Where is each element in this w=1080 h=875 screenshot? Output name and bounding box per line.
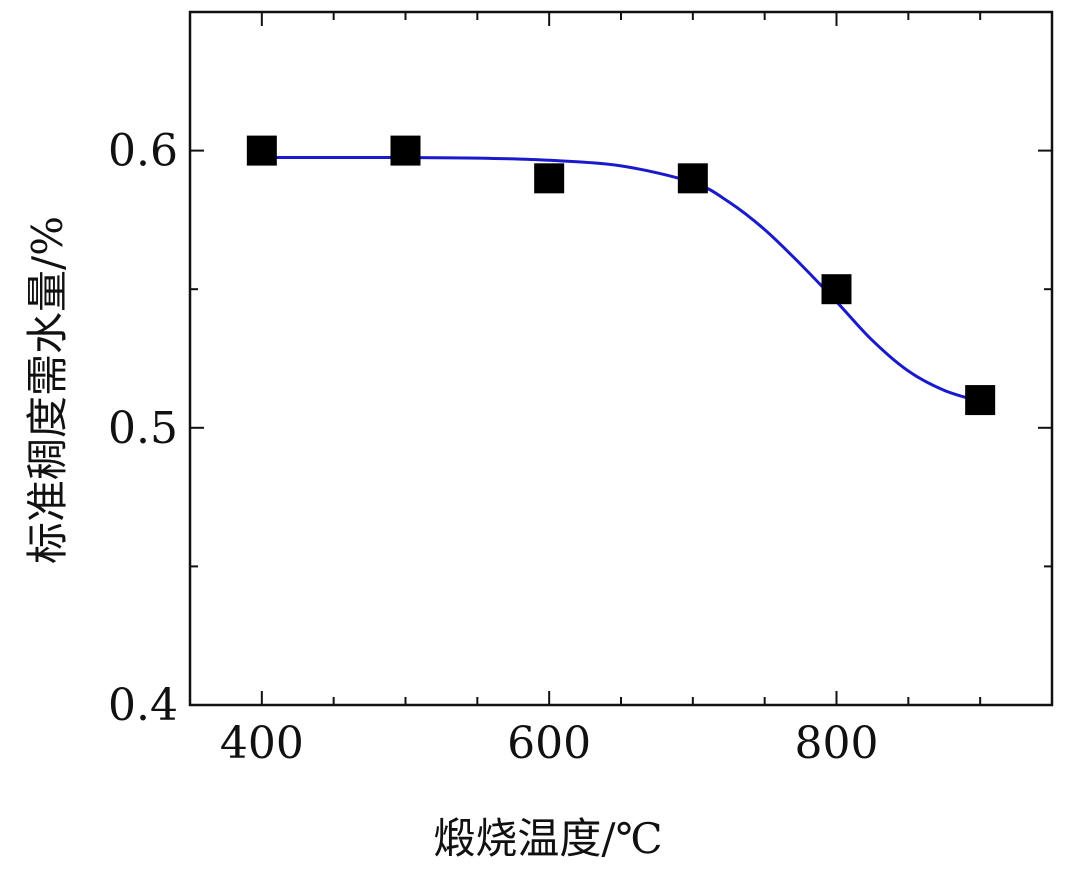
data-point-square [821, 274, 852, 305]
data-point-square [246, 135, 277, 166]
x-axis-tick-labels: 400 600 800 [220, 718, 879, 769]
x-axis-label: 煅烧温度/℃ [433, 814, 662, 863]
data-point-square [390, 135, 421, 166]
y-axis-label: 标准稠度需水量/% [23, 216, 72, 564]
data-point-square [534, 163, 565, 194]
series-layer [246, 135, 996, 416]
y-axis-tick-labels: 0.4 0.5 0.6 [108, 126, 178, 731]
data-point-square [965, 385, 996, 416]
x-tick-label: 800 [795, 718, 879, 769]
axis-ticks [190, 12, 1052, 706]
data-point-square [677, 163, 708, 194]
x-tick-label: 400 [220, 718, 304, 769]
fit-curve-line [261, 155, 981, 403]
y-tick-label: 0.6 [108, 126, 178, 177]
x-tick-label: 600 [507, 718, 591, 769]
y-tick-label: 0.4 [108, 680, 178, 731]
plot-area-frame [188, 10, 1054, 707]
y-tick-label: 0.5 [108, 403, 178, 454]
